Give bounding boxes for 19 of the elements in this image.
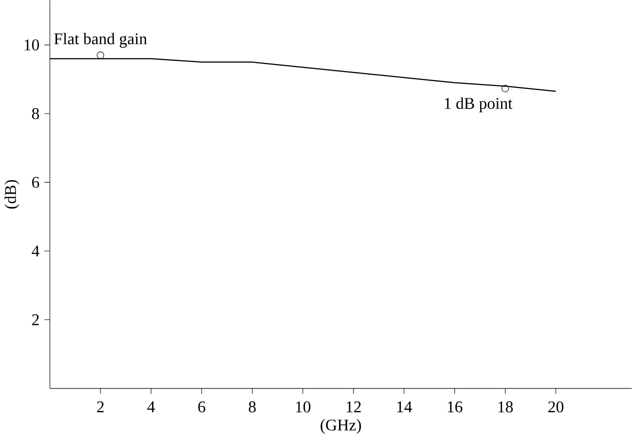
- x-tick-label: 6: [198, 401, 206, 412]
- x-tick-label: 18: [498, 401, 513, 412]
- x-tick-label: 16: [448, 401, 462, 412]
- x-tick-label: 2: [97, 401, 104, 412]
- x-tick-label: 10: [296, 401, 310, 412]
- annotation: 1 dB point: [444, 97, 512, 112]
- y-tick-label: 4: [32, 245, 40, 256]
- x-tick-label: 14: [397, 401, 412, 412]
- x-tick-label: 4: [147, 401, 155, 412]
- y-tick-label: 2: [32, 314, 39, 325]
- x-tick-label: 20: [548, 401, 564, 412]
- x-tick-label: 8: [248, 401, 256, 412]
- y-tick-label: 10: [24, 39, 39, 50]
- x-tick-label: 12: [346, 401, 361, 412]
- y-tick-label: 8: [32, 108, 39, 119]
- y-tick-label: 6: [32, 176, 40, 188]
- y-axis-title: (dB): [4, 180, 20, 208]
- annotation: Flat band gain: [54, 32, 147, 48]
- x-axis-title: (GHz): [320, 418, 361, 434]
